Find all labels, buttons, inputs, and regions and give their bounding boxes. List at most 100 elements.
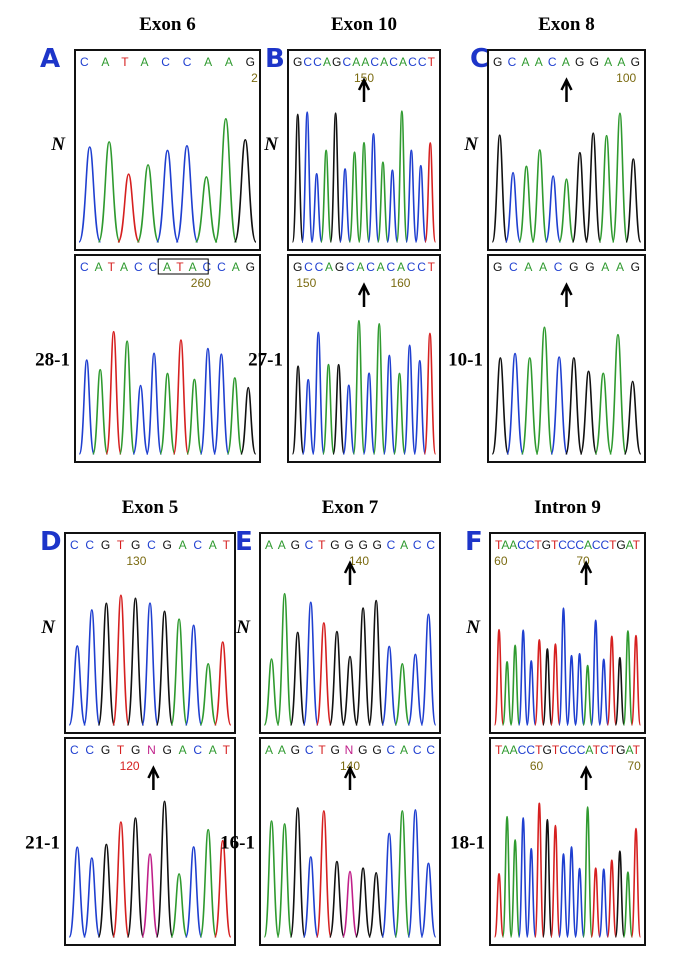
base: C xyxy=(426,538,435,552)
peak xyxy=(170,618,188,726)
base: A xyxy=(501,538,509,552)
peak xyxy=(155,800,174,938)
peak xyxy=(517,817,529,938)
peak xyxy=(506,352,524,455)
base: A xyxy=(585,743,593,757)
peak xyxy=(501,815,513,938)
base: T xyxy=(318,743,326,757)
peak xyxy=(315,622,332,726)
base: A xyxy=(400,743,408,757)
base: A xyxy=(163,260,171,274)
peak xyxy=(550,824,561,938)
chromatogram-box xyxy=(489,737,646,946)
panel-letter: D xyxy=(40,527,62,557)
base: A xyxy=(95,260,103,274)
peak xyxy=(395,110,408,243)
base: C xyxy=(508,55,517,69)
row-label: 21-1 xyxy=(25,833,60,854)
peak xyxy=(403,344,417,455)
base: C xyxy=(147,538,156,552)
base: C xyxy=(407,260,416,274)
peak xyxy=(342,870,358,938)
base: C xyxy=(386,260,395,274)
arrow xyxy=(560,77,573,102)
peak xyxy=(302,856,319,938)
base: A xyxy=(278,538,286,552)
peak xyxy=(213,839,232,938)
peak xyxy=(407,809,424,938)
base: G xyxy=(330,538,339,552)
base: G xyxy=(493,55,502,69)
base: C xyxy=(526,743,535,757)
base: C xyxy=(149,260,158,274)
base: T xyxy=(633,743,641,757)
base: C xyxy=(85,743,94,757)
base: A xyxy=(625,743,633,757)
base: A xyxy=(141,55,149,69)
peak xyxy=(550,643,561,726)
base: C xyxy=(389,55,398,69)
base: A xyxy=(535,55,543,69)
sequence: TAACCTGTCCCACCTGAT xyxy=(495,538,641,552)
base: C xyxy=(193,743,202,757)
row-label: 10-1 xyxy=(448,350,483,371)
peak xyxy=(381,645,398,726)
base: A xyxy=(189,260,197,274)
peak xyxy=(136,164,160,243)
base: C xyxy=(559,743,568,757)
peak xyxy=(574,867,585,938)
base: G xyxy=(358,743,367,757)
peak xyxy=(155,610,174,726)
base: T xyxy=(318,538,326,552)
base: T xyxy=(117,538,125,552)
position-number: 260 xyxy=(191,276,211,290)
peak xyxy=(289,631,306,726)
peak xyxy=(233,139,257,243)
peak xyxy=(625,158,642,243)
position-number: 120 xyxy=(120,759,140,773)
chromatogram-box xyxy=(489,532,646,734)
base: G xyxy=(291,743,300,757)
peak xyxy=(534,802,545,938)
base: A xyxy=(209,538,217,552)
arrow xyxy=(560,282,573,307)
base: A xyxy=(539,260,547,274)
peak xyxy=(339,168,352,243)
row-label: 28-1 xyxy=(35,350,70,371)
peak xyxy=(566,846,577,938)
peak xyxy=(386,169,399,243)
base: C xyxy=(161,55,170,69)
base: C xyxy=(413,743,422,757)
base: A xyxy=(377,260,385,274)
base: C xyxy=(554,260,563,274)
peak xyxy=(320,149,333,243)
peak xyxy=(424,142,437,243)
base: T xyxy=(495,538,503,552)
base: T xyxy=(593,743,601,757)
base: C xyxy=(305,743,314,757)
peak xyxy=(213,353,230,455)
base: G xyxy=(616,538,625,552)
arrow xyxy=(343,560,357,585)
base: C xyxy=(70,743,79,757)
peak xyxy=(535,326,554,455)
peak xyxy=(126,597,145,726)
peak xyxy=(414,164,427,243)
peak xyxy=(501,661,513,726)
peak xyxy=(145,352,163,455)
base: A xyxy=(397,260,405,274)
base: G xyxy=(163,743,172,757)
peak xyxy=(590,619,601,726)
base: A xyxy=(400,538,408,552)
peak xyxy=(97,141,121,243)
peak xyxy=(630,827,642,938)
base: C xyxy=(408,55,417,69)
peak xyxy=(509,839,521,938)
base: G xyxy=(101,743,110,757)
base: C xyxy=(315,260,324,274)
panel-title: Exon 6 xyxy=(139,14,196,35)
base: C xyxy=(518,743,527,757)
base: G xyxy=(332,55,341,69)
